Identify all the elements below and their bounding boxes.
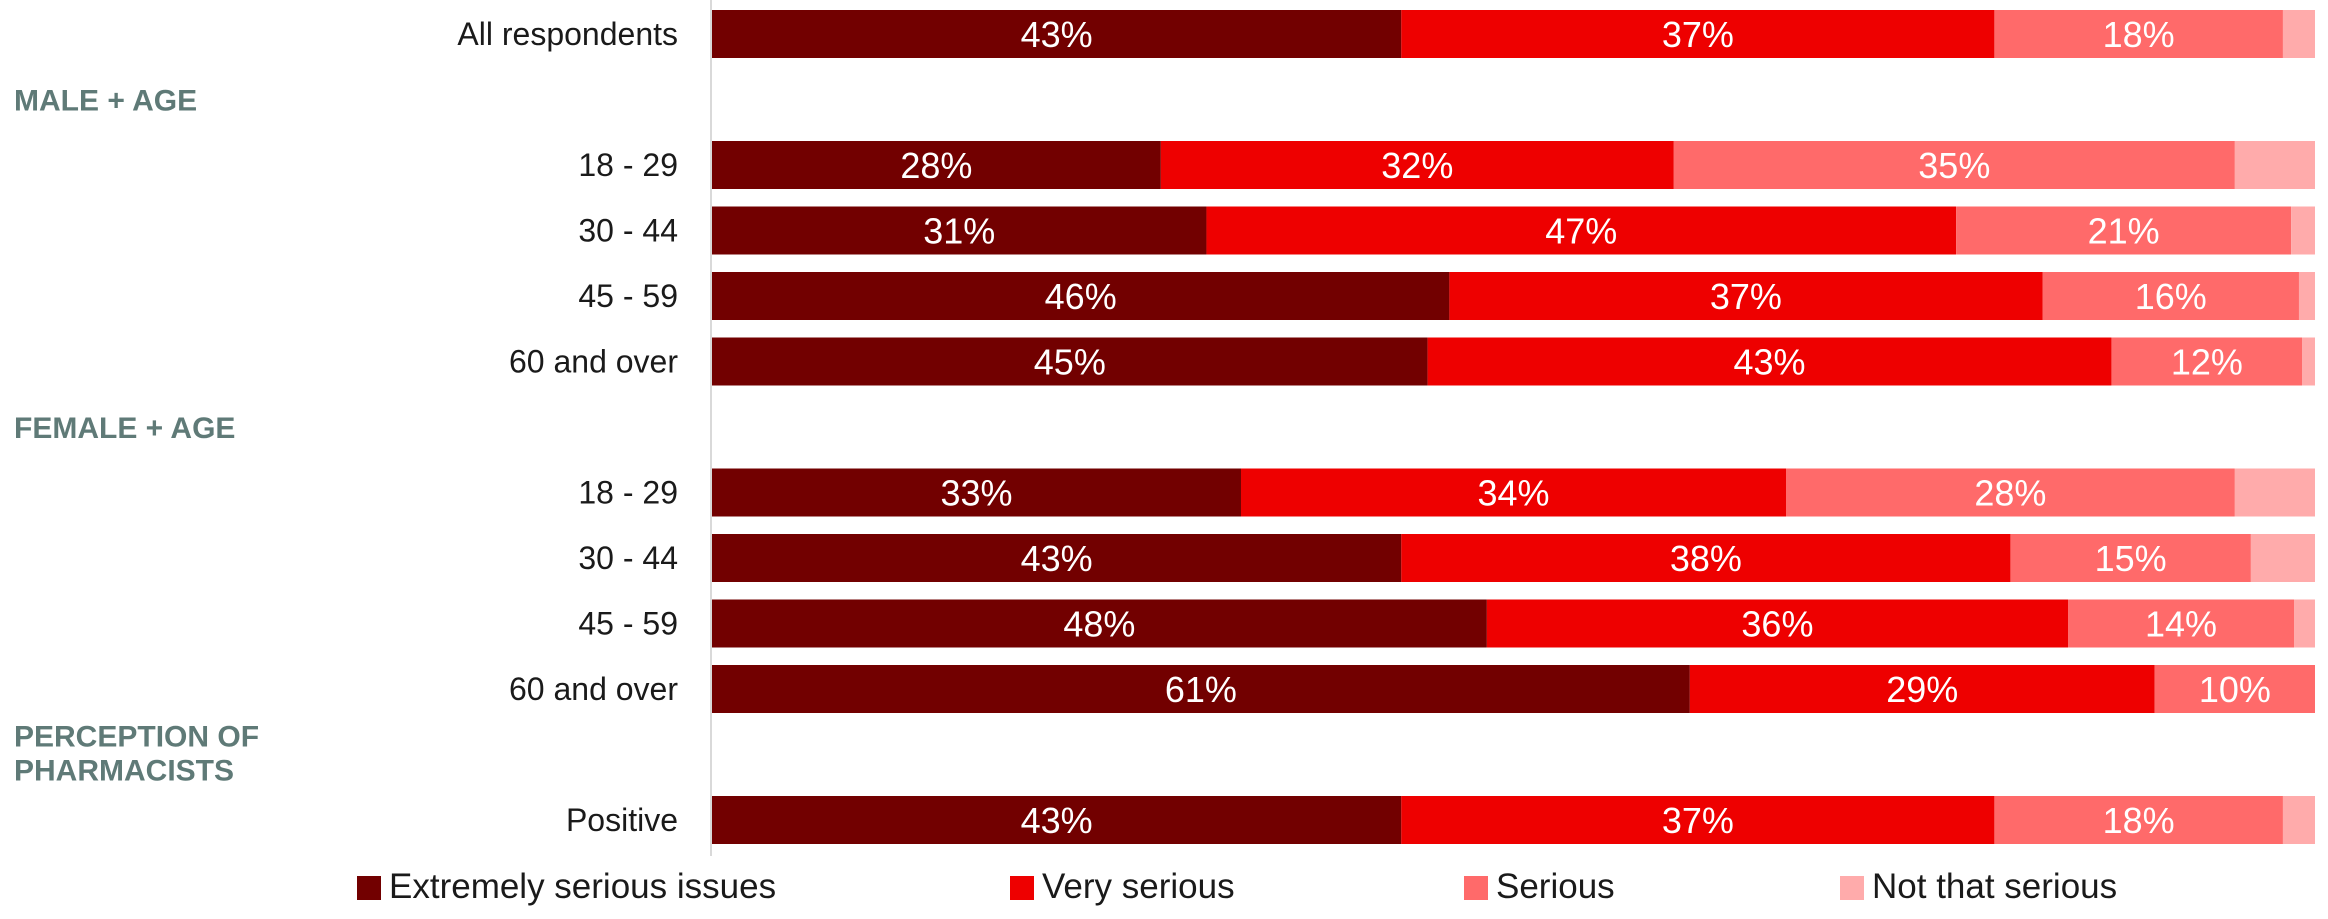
data-label: 10% <box>2199 669 2271 710</box>
bar-segment-not-that-serious <box>2282 10 2315 58</box>
data-label: 29% <box>1886 669 1958 710</box>
bar-segment-very-serious <box>1449 272 2043 320</box>
bar-segment-extremely-serious-issues <box>712 796 1402 844</box>
data-label: 37% <box>1662 14 1734 55</box>
bar-segment-extremely-serious-issues <box>712 337 1428 386</box>
bar-segment-extremely-serious-issues <box>712 534 1402 582</box>
bar-segment-very-serious <box>1689 665 2155 713</box>
bar-segment-extremely-serious-issues <box>712 599 1487 648</box>
data-label: 43% <box>1021 538 1093 579</box>
data-label: 14% <box>2145 604 2217 645</box>
bar-segment-very-serious <box>1206 206 1957 255</box>
legend-swatch-not-that-serious <box>1840 876 1864 900</box>
labels-layer: All respondents 43% 37% 18% MALE + AGE 18 - 2… <box>14 14 2271 841</box>
row-label: All respondents <box>457 16 678 52</box>
bar-segment-very-serious <box>1401 10 1995 58</box>
bar-segment-very-serious <box>1427 337 2112 386</box>
data-label: 48% <box>1063 604 1135 645</box>
bar-segment-extremely-serious-issues <box>712 206 1207 255</box>
data-label: 12% <box>2171 342 2243 383</box>
bar-segment-serious <box>1673 141 2235 189</box>
data-label: 36% <box>1741 604 1813 645</box>
bar-segment-not-that-serious <box>2302 337 2315 386</box>
bar-segment-serious <box>2042 272 2299 320</box>
row-label: 30 - 44 <box>578 540 678 576</box>
row-label: 30 - 44 <box>578 213 678 249</box>
row-label: Positive <box>566 802 678 838</box>
legend-swatch-extremely-serious-issues <box>357 876 381 900</box>
bar-segment-not-that-serious <box>2294 599 2315 648</box>
bar-segment-very-serious <box>1401 796 1995 844</box>
bar-segment-not-that-serious <box>2234 141 2315 189</box>
legend-swatch-very-serious <box>1010 876 1034 900</box>
data-label: 16% <box>2135 276 2207 317</box>
bar-segment-serious <box>2010 534 2251 582</box>
legend-label-serious: Serious <box>1496 867 1615 906</box>
data-label: 33% <box>940 473 1012 514</box>
row-label: 18 - 29 <box>578 147 678 183</box>
row-label: 45 - 59 <box>578 278 678 314</box>
legend-label-very-serious: Very serious <box>1042 867 1235 906</box>
bar-segment-very-serious <box>1160 141 1674 189</box>
group-label-perception-of-pharmacists: PERCEPTION OF PHARMACISTS <box>14 721 259 788</box>
data-label: 45% <box>1034 342 1106 383</box>
row-label: 60 and over <box>509 671 678 707</box>
bar-segment-very-serious <box>1401 534 2011 582</box>
legend: Extremely serious issues Very serious Seri… <box>357 867 2117 906</box>
group-label-male-age: MALE + AGE <box>14 85 197 118</box>
data-label: 35% <box>1918 145 1990 186</box>
data-label: 28% <box>900 145 972 186</box>
bar-segment-serious <box>2154 665 2315 713</box>
data-label: 37% <box>1662 800 1734 841</box>
bars-layer <box>712 10 2315 844</box>
legend-swatch-serious <box>1464 876 1488 900</box>
data-label: 43% <box>1734 342 1806 383</box>
bar-segment-serious <box>1956 206 2292 255</box>
data-label: 43% <box>1021 800 1093 841</box>
bar-segment-not-that-serious <box>2234 468 2315 517</box>
row-label: 18 - 29 <box>578 475 678 511</box>
data-label: 47% <box>1545 211 1617 252</box>
bar-segment-not-that-serious <box>2250 534 2315 582</box>
data-label: 46% <box>1045 276 1117 317</box>
legend-label-extremely-serious-issues: Extremely serious issues <box>389 867 776 906</box>
bar-segment-serious <box>2068 599 2295 648</box>
data-label: 38% <box>1670 538 1742 579</box>
data-label: 28% <box>1974 473 2046 514</box>
bar-segment-extremely-serious-issues <box>712 10 1402 58</box>
row-label: 60 and over <box>509 344 678 380</box>
data-label: 18% <box>2103 800 2175 841</box>
bar-segment-not-that-serious <box>2298 272 2315 320</box>
bar-segment-extremely-serious-issues <box>712 468 1241 517</box>
data-label: 43% <box>1021 14 1093 55</box>
bar-segment-serious <box>2111 337 2303 386</box>
bar-segment-serious <box>1994 796 2283 844</box>
bar-segment-extremely-serious-issues <box>712 141 1161 189</box>
legend-label-not-that-serious: Not that serious <box>1872 867 2117 906</box>
data-label: 34% <box>1477 473 1549 514</box>
data-label: 37% <box>1710 276 1782 317</box>
bar-segment-very-serious <box>1240 468 1787 517</box>
group-label-female-age: FEMALE + AGE <box>14 412 235 445</box>
bar-segment-not-that-serious <box>2291 206 2315 255</box>
data-label: 18% <box>2103 14 2175 55</box>
data-label: 61% <box>1165 669 1237 710</box>
bar-segment-very-serious <box>1486 599 2069 648</box>
row-label: 45 - 59 <box>578 606 678 642</box>
bar-segment-serious <box>1994 10 2283 58</box>
bar-segment-extremely-serious-issues <box>712 272 1450 320</box>
data-label: 15% <box>2095 538 2167 579</box>
data-label: 31% <box>923 211 995 252</box>
bar-segment-serious <box>1786 468 2235 517</box>
bar-segment-extremely-serious-issues <box>712 665 1690 713</box>
data-label: 21% <box>2088 211 2160 252</box>
bar-segment-not-that-serious <box>2282 796 2315 844</box>
data-label: 32% <box>1381 145 1453 186</box>
